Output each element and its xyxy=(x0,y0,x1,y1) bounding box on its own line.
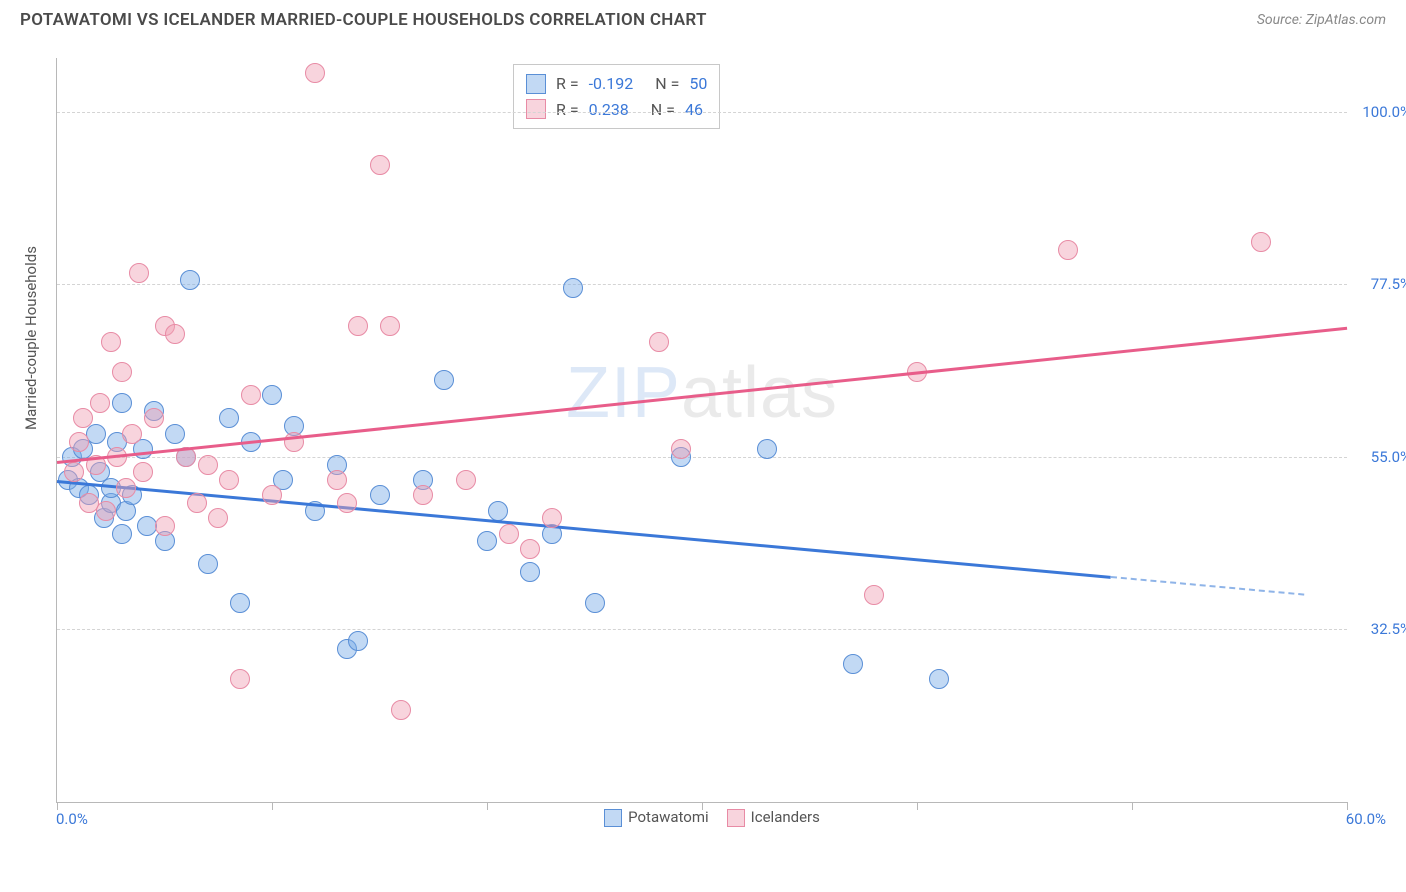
data-point xyxy=(230,593,250,613)
chart-header: POTAWATOMI VS ICELANDER MARRIED-COUPLE H… xyxy=(0,0,1406,34)
data-point xyxy=(305,63,325,83)
data-point xyxy=(499,524,519,544)
gridline xyxy=(57,112,1347,113)
data-point xyxy=(112,362,132,382)
data-point xyxy=(155,516,175,536)
stat-r-value: 0.238 xyxy=(589,97,629,123)
legend-swatch xyxy=(604,809,622,827)
data-point xyxy=(563,278,583,298)
data-point xyxy=(219,470,239,490)
stat-label: N = xyxy=(651,97,675,123)
data-point xyxy=(96,501,116,521)
stats-legend-box: R =-0.192N =50R = 0.238N =46 xyxy=(513,64,720,129)
data-point xyxy=(86,424,106,444)
stats-row: R = 0.238 N = 46 xyxy=(526,97,707,123)
data-point xyxy=(165,424,185,444)
legend-swatch xyxy=(526,74,546,94)
legend-swatch xyxy=(727,809,745,827)
data-point xyxy=(413,485,433,505)
data-point xyxy=(456,470,476,490)
data-point xyxy=(219,408,239,428)
trend-line-dashed xyxy=(1110,576,1304,596)
data-point xyxy=(73,408,93,428)
data-point xyxy=(64,462,84,482)
stat-n-value: 46 xyxy=(685,97,703,123)
data-point xyxy=(116,478,136,498)
data-point xyxy=(90,393,110,413)
data-point xyxy=(198,455,218,475)
stat-r-value: -0.192 xyxy=(589,71,634,97)
data-point xyxy=(864,585,884,605)
data-point xyxy=(101,332,121,352)
data-point xyxy=(843,654,863,674)
data-point xyxy=(262,485,282,505)
stat-label: N = xyxy=(655,71,679,97)
data-point xyxy=(434,370,454,390)
data-point xyxy=(477,531,497,551)
stat-n-value: 50 xyxy=(689,71,707,97)
data-point xyxy=(327,470,347,490)
scatter-chart: ZIPatlas R =-0.192N =50R = 0.238N =46 32… xyxy=(56,58,1347,803)
data-point xyxy=(112,393,132,413)
data-point xyxy=(671,439,691,459)
y-tick-label: 77.5% xyxy=(1371,275,1406,293)
data-point xyxy=(165,324,185,344)
data-point xyxy=(348,631,368,651)
y-tick-label: 100.0% xyxy=(1362,103,1406,121)
data-point xyxy=(180,270,200,290)
stat-label: R = xyxy=(556,97,579,123)
legend-label: Icelanders xyxy=(751,808,820,826)
data-point xyxy=(284,432,304,452)
data-point xyxy=(380,316,400,336)
gridline xyxy=(57,284,1347,285)
data-point xyxy=(129,263,149,283)
data-point xyxy=(370,155,390,175)
data-point xyxy=(757,439,777,459)
y-axis-label: Married-couple Households xyxy=(22,246,40,430)
y-tick-label: 55.0% xyxy=(1371,448,1406,466)
legend-swatch xyxy=(526,99,546,119)
gridline xyxy=(57,629,1347,630)
data-point xyxy=(241,385,261,405)
legend-label: Potawatomi xyxy=(628,808,709,826)
bottom-legend: Potawatomi Icelanders xyxy=(0,808,1406,827)
stats-row: R = -0.192 N = 50 xyxy=(526,71,707,97)
data-point xyxy=(649,332,669,352)
data-point xyxy=(69,432,89,452)
data-point xyxy=(187,493,207,513)
y-tick-label: 32.5% xyxy=(1371,620,1406,638)
gridline xyxy=(57,457,1347,458)
data-point xyxy=(370,485,390,505)
data-point xyxy=(1058,240,1078,260)
data-point xyxy=(144,408,164,428)
data-point xyxy=(198,554,218,574)
data-point xyxy=(230,669,250,689)
source-label: Source: ZipAtlas.com xyxy=(1257,12,1386,28)
data-point xyxy=(1251,232,1271,252)
data-point xyxy=(122,424,142,444)
data-point xyxy=(585,593,605,613)
data-point xyxy=(337,493,357,513)
data-point xyxy=(520,539,540,559)
data-point xyxy=(929,669,949,689)
chart-title: POTAWATOMI VS ICELANDER MARRIED-COUPLE H… xyxy=(20,10,707,30)
data-point xyxy=(133,462,153,482)
data-point xyxy=(262,385,282,405)
data-point xyxy=(208,508,228,528)
data-point xyxy=(391,700,411,720)
data-point xyxy=(488,501,508,521)
data-point xyxy=(542,508,562,528)
data-point xyxy=(112,524,132,544)
data-point xyxy=(520,562,540,582)
stat-label: R = xyxy=(556,71,579,97)
data-point xyxy=(348,316,368,336)
